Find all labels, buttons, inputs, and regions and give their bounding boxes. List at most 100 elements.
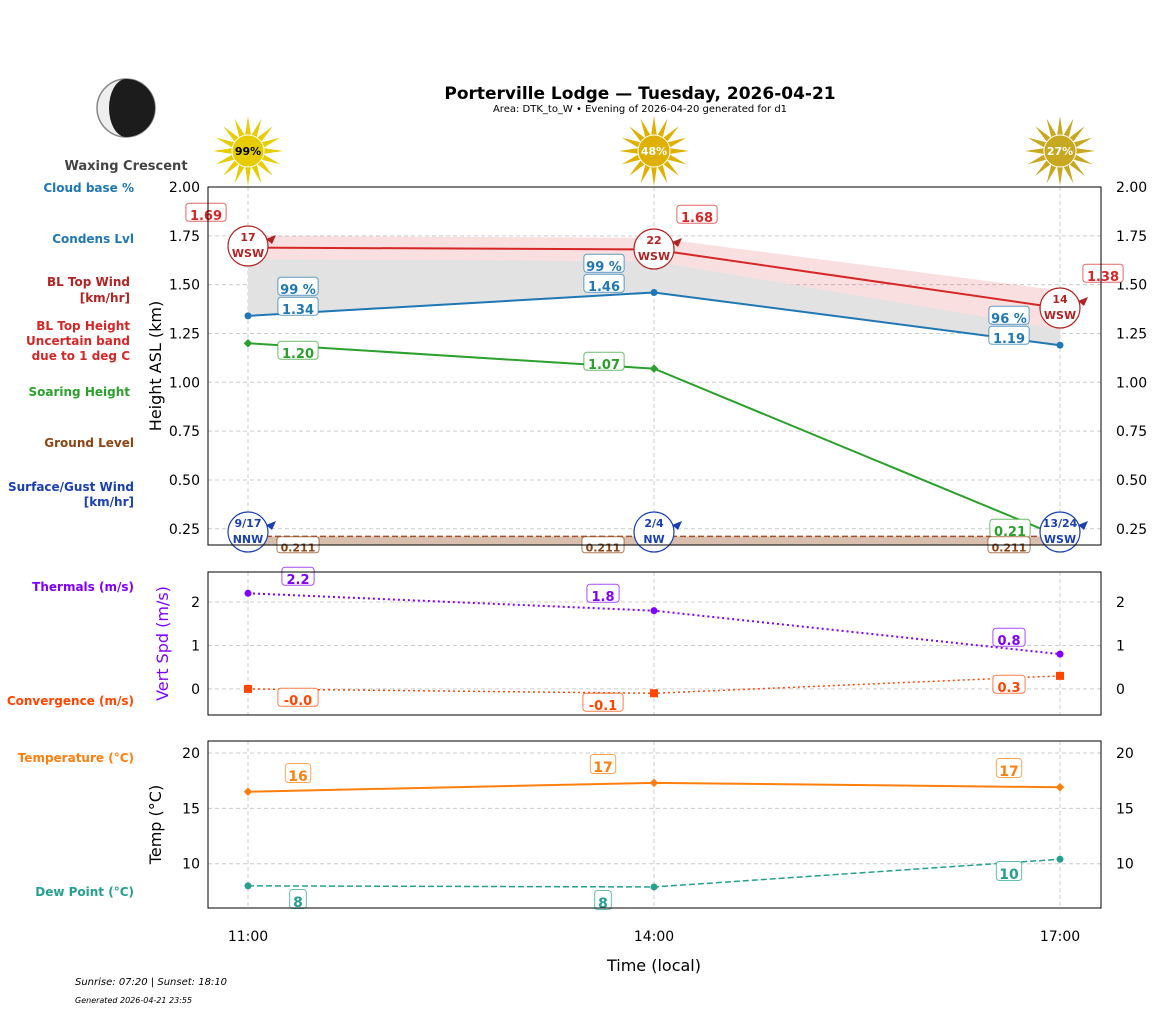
thermals-label-box (992, 627, 1026, 647)
label-convergence: Convergence (m/s) (7, 694, 134, 708)
temperature-label-text: 17 (593, 760, 612, 776)
temperature-label: 17 (589, 754, 617, 776)
label-thermals: Thermals (m/s) (32, 580, 134, 594)
cloud-base-label: 96 % (988, 305, 1030, 327)
thermals-point (650, 607, 658, 615)
soaring-label-text: 1.07 (588, 358, 620, 373)
dewpoint-point (650, 883, 658, 891)
y-tick-label-left: 1 (191, 638, 200, 654)
sun-disc (637, 134, 671, 168)
bl-wind-barb-direction: WSW (1044, 309, 1076, 322)
condens-label-text: 1.46 (588, 280, 620, 295)
bl-top-label-text: 1.69 (190, 209, 222, 224)
label-cloud-base: Cloud base % (43, 181, 134, 195)
ground-level-label-text: 0.211 (992, 541, 1027, 554)
thermals-label: 2.2 (281, 566, 315, 588)
bl-wind-barb: 22 WSW (633, 228, 682, 270)
thermals-label-text: 2.2 (286, 573, 309, 588)
condens-level-point (244, 312, 252, 320)
convergence-label: -0.1 (582, 692, 624, 714)
surface-wind-barb-circle (227, 511, 269, 553)
plot-frame (207, 740, 1102, 909)
y-tick-label-right: 1.50 (1116, 278, 1147, 294)
dewpoint-label: 10 (995, 861, 1023, 883)
bl-wind-barb-speed: 22 (646, 234, 661, 247)
label-bl-wind: BL Top Wind (47, 275, 130, 289)
sun-icon: 27% (1025, 116, 1095, 186)
condens-label-text: 1.19 (993, 332, 1025, 347)
temperature-label-box (589, 754, 617, 774)
bl-wind-barb-speed: 14 (1052, 293, 1068, 306)
surface-wind-barb-direction: NW (643, 533, 664, 546)
label-bl-wind-unit: [km/hr] (80, 291, 130, 305)
ground-level-label-text: 0.211 (281, 541, 316, 554)
soaring-height-point (649, 364, 659, 373)
y-tick-label-right: 0.25 (1116, 522, 1147, 538)
bl-wind-barb: 14 WSW (1039, 287, 1088, 329)
bl-top-label: 1.69 (185, 202, 227, 224)
y-tick-label-left: 0.75 (169, 424, 200, 440)
sun-percent: 99% (235, 145, 261, 158)
y-tick-label-right: 2.00 (1116, 180, 1147, 196)
dewpoint-label-box (995, 861, 1023, 881)
cloud-base-label-box (988, 305, 1030, 325)
label-bl-band-2: due to 1 deg C (32, 349, 131, 363)
bl-top-label-box (185, 202, 227, 222)
y-tick-label-left: 0.25 (169, 522, 200, 538)
thermals-label-box (586, 583, 620, 603)
y-tick-label-left: 1.75 (169, 229, 200, 245)
condens-label: 1.19 (988, 325, 1030, 347)
y-axis-label: Vert Spd (m/s) (153, 586, 172, 701)
temperature-point (1055, 783, 1065, 792)
dewpoint-label-text: 8 (598, 896, 608, 912)
sun-icon: 48% (619, 116, 689, 186)
y-tick-label-right: 10 (1116, 857, 1134, 873)
bl-wind-barb-speed: 17 (240, 231, 255, 244)
surface-wind-barb-speed: 13/24 (1043, 517, 1078, 530)
chart-subtitle: Area: DTK_to_W • Evening of 2026-04-20 g… (493, 104, 787, 115)
surface-wind-barb-arrow-icon (1078, 521, 1088, 530)
label-condens: Condens Lvl (52, 232, 134, 246)
temperature-label-text: 16 (288, 769, 307, 785)
dewpoint-point (1056, 855, 1064, 863)
plot-frame (207, 186, 1102, 546)
temperature-point (649, 778, 659, 788)
moon-phase-label: Waxing Crescent (64, 159, 187, 174)
label-bl-height: BL Top Height (36, 319, 130, 333)
bl-wind-barb-circle (227, 225, 269, 267)
convergence-point (650, 689, 658, 698)
y-tick-label-right: 1 (1116, 638, 1125, 654)
cloud-base-label-box (277, 276, 319, 296)
y-tick-label-right: 20 (1116, 746, 1134, 762)
temperature-label: 17 (995, 758, 1023, 780)
convergence-label: -0.0 (277, 687, 319, 709)
dewpoint-label: 8 (594, 890, 612, 912)
x-axis-label: Time (local) (606, 956, 701, 975)
convergence-label-text: 0.3 (997, 681, 1020, 696)
label-ground: Ground Level (44, 436, 134, 450)
sun-rays (619, 116, 689, 186)
surface-wind-barb-speed: 9/17 (235, 517, 262, 530)
x-tick-label: 17:00 (1040, 929, 1080, 945)
cloud-base-label: 99 % (583, 253, 625, 275)
condens-label-box (988, 325, 1030, 345)
sun-percent: 27% (1047, 145, 1073, 158)
dewpoint-label-box (594, 890, 612, 910)
surface-wind-barb-circle (633, 511, 675, 553)
cloud-base-label-text: 99 % (280, 283, 316, 298)
surface-wind-barb: 2/4 NW (633, 511, 682, 553)
soaring-label-text: 0.21 (994, 525, 1026, 540)
soaring-label: 0.21 (989, 518, 1031, 540)
dewpoint-label: 8 (289, 889, 307, 911)
cloud-base-label: 99 % (277, 276, 319, 298)
y-axis-label: Height ASL (km) (146, 301, 165, 431)
condens-label: 1.46 (583, 273, 625, 295)
condens-label-text: 1.34 (282, 303, 314, 318)
soaring-label: 1.07 (583, 351, 625, 373)
surface-wind-barb-direction: NNW (233, 533, 264, 546)
bl-wind-barb-circle (633, 228, 675, 270)
condens-label-box (277, 296, 319, 316)
y-tick-label-right: 1.00 (1116, 375, 1147, 391)
cloud-base-label-text: 99 % (586, 260, 622, 275)
